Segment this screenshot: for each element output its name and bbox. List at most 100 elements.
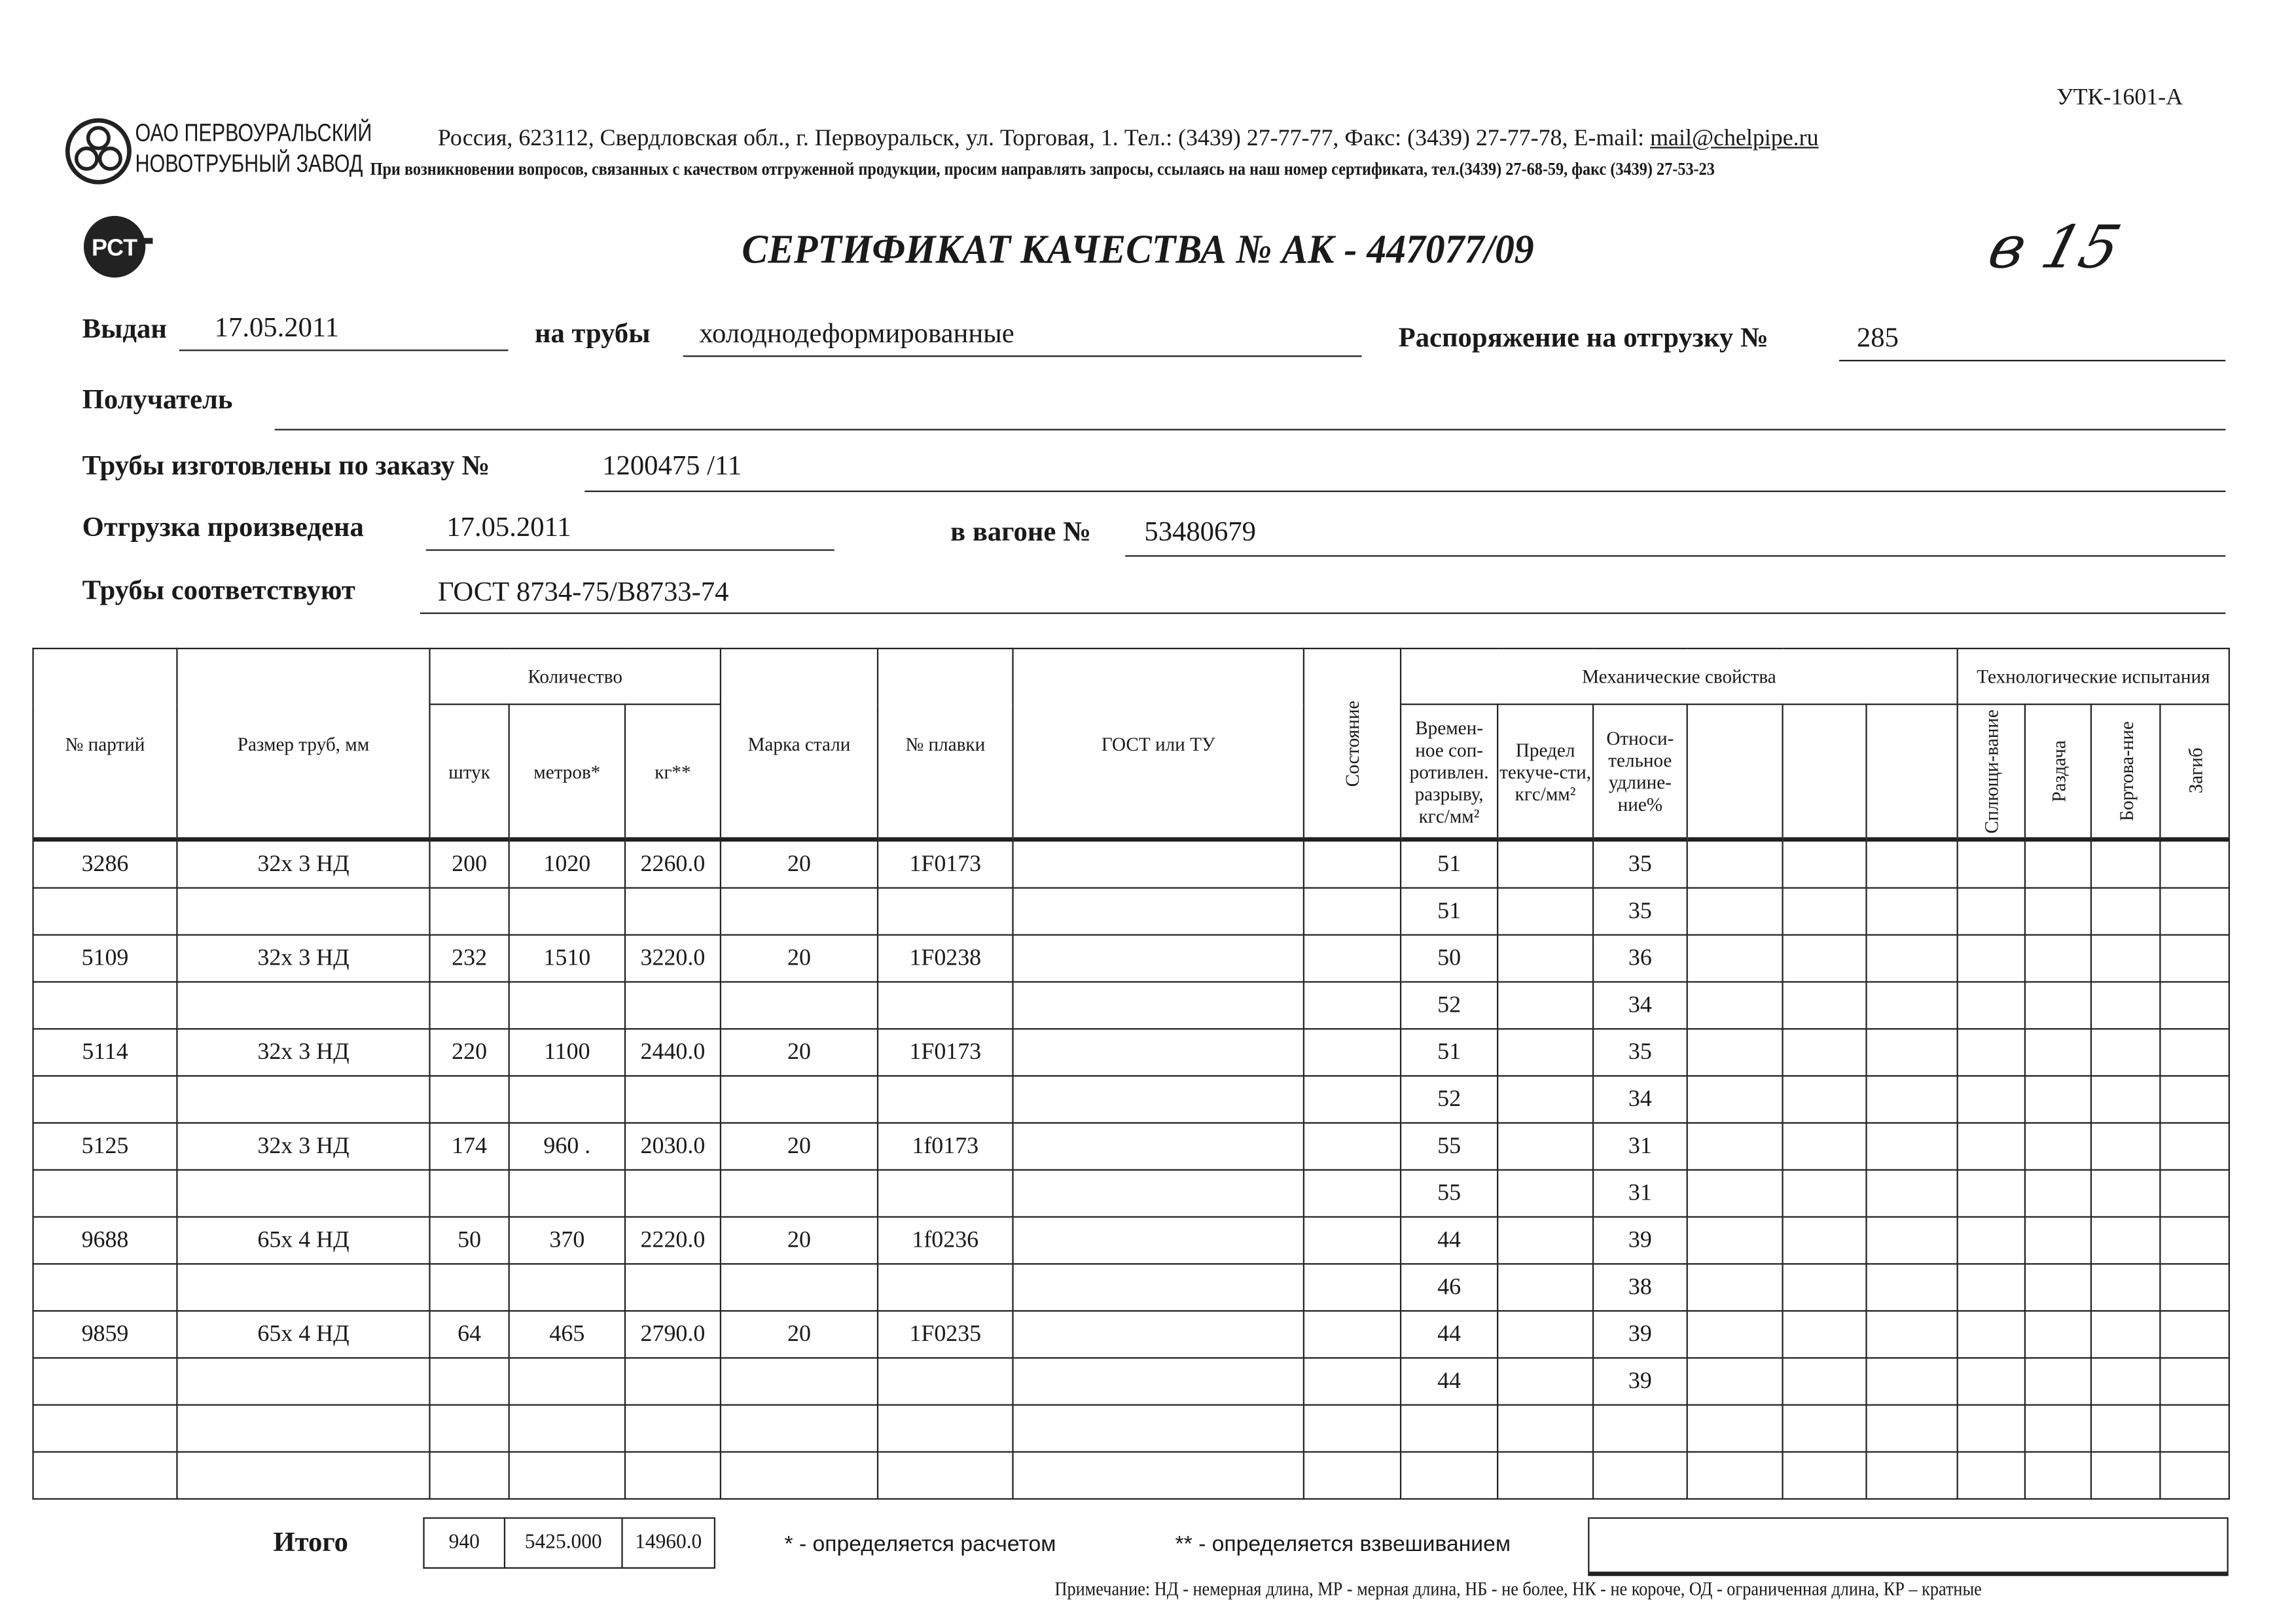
cell-elong: 38 (1592, 1263, 1688, 1312)
cell-m3 (1865, 1169, 1958, 1218)
cell-batch (32, 1357, 178, 1406)
cell-expand (2024, 1263, 2092, 1312)
cell-gost (1012, 1169, 1305, 1218)
cell-elong: 31 (1592, 1122, 1688, 1171)
cell-expand (2024, 934, 2092, 983)
cell-expand (2024, 1075, 2092, 1124)
cell-state (1302, 1122, 1402, 1171)
cell-bend (2159, 1357, 2231, 1406)
cell-m1 (1686, 1169, 1784, 1218)
cell-flatten (1956, 887, 2026, 936)
cell-tensile: 51 (1399, 887, 1499, 936)
cell-elong: 36 (1592, 934, 1688, 983)
cell-pcs: 232 (429, 934, 510, 983)
cell-yield (1497, 1216, 1594, 1265)
cell-m1 (1686, 887, 1784, 936)
cell-yield (1497, 981, 1594, 1030)
cell-steel (719, 1404, 879, 1453)
cell-m1 (1686, 981, 1784, 1030)
cell-gost (1012, 1122, 1305, 1171)
cell-flange (2090, 1169, 2161, 1218)
cell-yield (1497, 1404, 1594, 1453)
cell-heat: 1F0173 (876, 837, 1014, 889)
cell-size (176, 1169, 431, 1218)
header-pcs: штук (429, 704, 510, 840)
cell-tensile: 55 (1399, 1169, 1499, 1218)
cell-elong: 39 (1592, 1216, 1688, 1265)
cell-flange (2090, 1451, 2161, 1500)
cell-gost (1012, 837, 1305, 889)
cell-state (1302, 837, 1402, 889)
cell-kg: 2440.0 (624, 1028, 722, 1077)
table-row: 9859 65х 4 НД 64 465 2790.0 20 1F0235 44 39 (32, 1310, 2231, 1359)
cell-flatten (1956, 1216, 2026, 1265)
handwritten-note: в 15 (1981, 214, 2128, 282)
email-link[interactable]: mail@chelpipe.ru (1650, 126, 1819, 152)
cell-elong: 39 (1592, 1310, 1688, 1359)
cell-m2 (1782, 1028, 1867, 1077)
cell-gost (1012, 1216, 1305, 1265)
cell-kg (624, 1357, 722, 1406)
cell-expand (2024, 981, 2092, 1030)
cell-flatten (1956, 837, 2026, 889)
header-steel: Марка стали (719, 647, 879, 840)
cell-yield (1497, 1028, 1594, 1077)
cell-m1 (1686, 934, 1784, 983)
cell-yield (1497, 1357, 1594, 1406)
cell-expand (2024, 1122, 2092, 1171)
cell-state (1302, 1451, 1402, 1500)
cell-yield (1497, 934, 1594, 983)
cell-state (1302, 1357, 1402, 1406)
cell-bend (2159, 887, 2231, 936)
cell-gost (1012, 1357, 1305, 1406)
cell-tensile: 52 (1399, 981, 1499, 1030)
cell-size: 32х 3 НД (176, 1028, 431, 1077)
header-state-text: Состояние (1341, 700, 1363, 787)
cell-flatten (1956, 1028, 2026, 1077)
cell-meters: 1100 (508, 1028, 626, 1077)
cell-steel: 20 (719, 837, 879, 889)
cell-m3 (1865, 1122, 1958, 1171)
cell-gost (1012, 981, 1305, 1030)
header-quantity: Количество (429, 647, 722, 705)
cell-kg: 2790.0 (624, 1310, 722, 1359)
cell-meters (508, 1404, 626, 1453)
cell-flange (2090, 1028, 2161, 1077)
cell-heat (876, 887, 1014, 936)
cell-bend (2159, 1451, 2231, 1500)
header-state: Состояние (1302, 647, 1402, 840)
rst-mark-icon: РСТ (83, 215, 153, 278)
cell-pcs: 64 (429, 1310, 510, 1359)
cell-batch (32, 887, 178, 936)
cell-state (1302, 934, 1402, 983)
cell-heat (876, 981, 1014, 1030)
cell-expand (2024, 1169, 2092, 1218)
cell-state (1302, 1404, 1402, 1453)
cell-pcs (429, 1075, 510, 1124)
company-address: Россия, 623112, Свердловская обл., г. Пе… (438, 126, 1819, 152)
cell-flange (2090, 837, 2161, 889)
company-notice: При возникновении вопросов, связанных с … (370, 158, 1715, 179)
cell-steel (719, 1169, 879, 1218)
cell-state (1302, 1075, 1402, 1124)
cell-pcs (429, 1404, 510, 1453)
cell-steel: 20 (719, 1216, 879, 1265)
cell-heat: 1F0235 (876, 1310, 1014, 1359)
cell-batch: 5125 (32, 1122, 178, 1171)
company-name-line1: ОАО ПЕРВОУРАЛЬСКИЙ (135, 118, 372, 147)
header-mech-empty-2 (1782, 704, 1867, 840)
cell-m2 (1782, 934, 1867, 983)
cell-tensile: 51 (1399, 1028, 1499, 1077)
footnote-weigh: ** - определяется взвешиванием (1175, 1531, 1511, 1558)
cell-m3 (1865, 1357, 1958, 1406)
cell-flatten (1956, 1404, 2026, 1453)
address-text: Россия, 623112, Свердловская обл., г. Пе… (437, 126, 1651, 152)
total-label: Итого (273, 1527, 348, 1559)
cell-state (1302, 887, 1402, 936)
cell-meters: 960 . (508, 1122, 626, 1171)
header-tensile: Времен-ное соп-ротивлен. разрыву, кгс/мм… (1399, 704, 1499, 840)
cell-m2 (1782, 1357, 1867, 1406)
cell-kg: 2220.0 (624, 1216, 722, 1265)
cell-kg: 2260.0 (624, 837, 722, 889)
